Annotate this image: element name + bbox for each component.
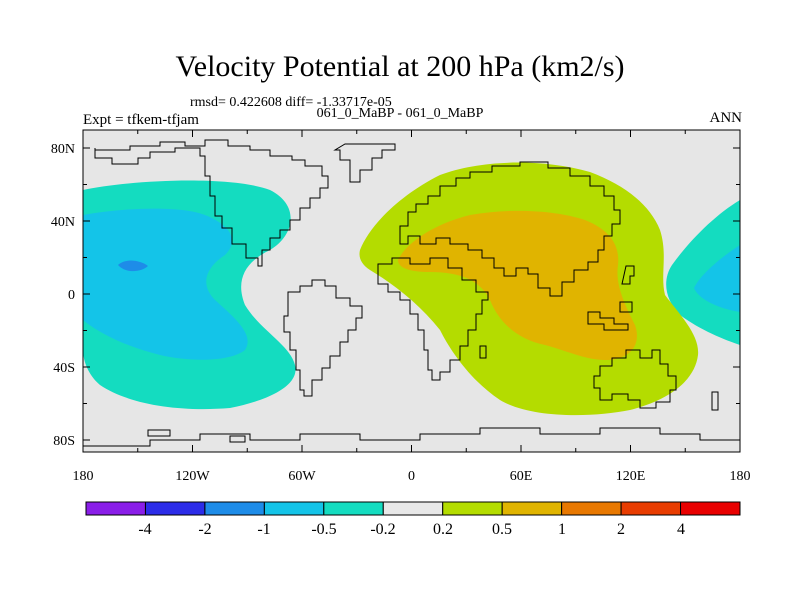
coastline-madagascar — [479, 345, 487, 359]
colorbar-swatch — [263, 501, 325, 516]
y-tick-label: 80N — [51, 142, 75, 157]
colorbar-swatch — [680, 501, 741, 516]
x-tick-label: 120W — [175, 469, 210, 484]
y-tick-label: 80S — [53, 434, 75, 449]
coastline-new-zealand — [711, 391, 719, 411]
coastline-indonesia — [587, 301, 633, 331]
colorbar-swatch — [442, 501, 503, 516]
colorbar-swatch — [501, 501, 563, 516]
contour-neg-mid-east — [694, 245, 740, 312]
colorbar-swatch — [323, 501, 384, 516]
case-label: 061_0_MaBP - 061_0_MaBP — [316, 106, 484, 121]
experiment-label: Expt = tfkem-tfjam — [83, 112, 199, 128]
colorbar-label: -0.5 — [311, 521, 336, 538]
x-tick-label: 60W — [288, 469, 316, 484]
colorbar-label: -2 — [198, 521, 211, 538]
contour-neg-mid-west — [83, 208, 248, 360]
y-axis-labels: 80N 40N 0 40S 80S — [51, 142, 75, 449]
season-label: ANN — [709, 110, 743, 126]
coastline-africa — [377, 257, 489, 381]
coastline-japan — [621, 265, 635, 285]
contour-pos-mid — [398, 210, 637, 360]
colorbar-label: -4 — [138, 521, 151, 538]
colorbar-label: -0.2 — [370, 521, 395, 538]
map-title: Velocity Potential at 200 hPa (km2/s) — [175, 50, 625, 83]
y-tick-label: 40S — [53, 361, 75, 376]
colorbar-label: 4 — [677, 521, 685, 538]
coastline-north-america — [94, 139, 329, 267]
contour-neg-low-east — [666, 200, 740, 345]
colorbar-swatch — [144, 501, 206, 516]
colorbar-swatch — [204, 501, 265, 516]
coastline-antarctic-islands — [147, 429, 246, 443]
colorbar-label: 2 — [617, 521, 625, 538]
colorbar-label: -1 — [257, 521, 270, 538]
coastline-south-america — [283, 279, 363, 397]
x-tick-label: 0 — [408, 469, 415, 484]
x-tick-label: 60E — [510, 469, 533, 484]
x-axis-labels: 180 120W 60W 0 60E 120E 180 — [73, 469, 751, 484]
coastline-australia — [593, 349, 677, 409]
x-tick-label: 120E — [616, 469, 646, 484]
y-tick-label: 40N — [51, 215, 75, 230]
colorbar-swatch — [382, 501, 444, 516]
colorbar-swatch — [85, 501, 146, 516]
x-tick-label: 180 — [73, 469, 94, 484]
coastline-greenland — [333, 143, 396, 183]
x-tick-label: 180 — [730, 469, 751, 484]
coastline-eurasia — [399, 161, 621, 297]
colorbar-label: 1 — [558, 521, 566, 538]
contour-fills — [83, 162, 740, 416]
colorbar-label: 0.5 — [492, 521, 512, 538]
y-tick-label: 0 — [68, 288, 75, 303]
contour-neg-high-west — [118, 260, 148, 272]
colorbar-swatch — [561, 501, 622, 516]
axis-ticks — [82, 130, 741, 452]
coastlines — [83, 139, 740, 447]
colorbar-label: 0.2 — [433, 521, 453, 538]
colorbar-swatch — [620, 501, 682, 516]
rmsd-diff-text: rmsd= 0.422608 diff= -1.33717e-05 — [190, 95, 392, 110]
colorbar-labels: -4 -2 -1 -0.5 -0.2 0.2 0.5 1 2 4 — [138, 521, 685, 538]
colorbar — [85, 501, 741, 516]
coastline-antarctica — [83, 427, 740, 447]
